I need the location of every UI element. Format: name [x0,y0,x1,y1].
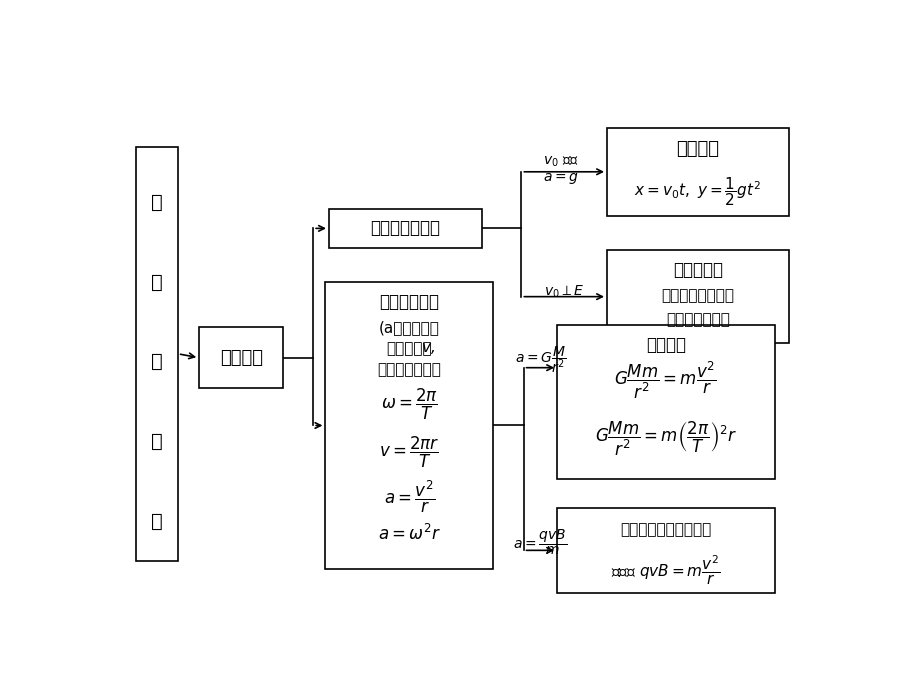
Text: $a=G\dfrac{M}{r^2}$: $a=G\dfrac{M}{r^2}$ [514,344,565,375]
Text: 类平抛运动: 类平抛运动 [672,262,722,279]
Text: 动: 动 [151,511,163,531]
Text: $v_0\perp E$: $v_0\perp E$ [543,283,584,299]
Text: $a=\dfrac{qvB}{m}$: $a=\dfrac{qvB}{m}$ [513,528,567,557]
Text: $\omega = \dfrac{2\pi}{T}$: $\omega = \dfrac{2\pi}{T}$ [380,386,437,422]
Text: 质: 质 [151,193,163,212]
Text: $G\dfrac{Mm}{r^2}=m\dfrac{v^2}{r}$: $G\dfrac{Mm}{r^2}=m\dfrac{v^2}{r}$ [614,359,716,401]
Text: $v$,: $v$, [421,341,435,356]
Text: $G\dfrac{Mm}{r^2}=m\left(\dfrac{2\pi}{T}\right)^2r$: $G\dfrac{Mm}{r^2}=m\left(\dfrac{2\pi}{T}… [595,420,736,458]
Text: $a=\dfrac{v^2}{r}$: $a=\dfrac{v^2}{r}$ [383,479,434,515]
Text: 天体运动: 天体运动 [645,336,685,354]
Text: 匀速圆周运动: 匀速圆周运动 [379,293,438,311]
Bar [136,146,177,561]
Bar [557,324,774,479]
Text: 的: 的 [151,352,163,371]
Bar [607,250,788,343]
Text: 平抛运动: 平抛运动 [675,140,719,158]
Text: 的运动 $qvB=m\dfrac{v^2}{r}$: 的运动 $qvB=m\dfrac{v^2}{r}$ [610,554,720,587]
Bar [557,508,774,593]
Text: 运: 运 [151,432,163,451]
Text: $v_0$ 水平: $v_0$ 水平 [542,155,578,170]
Bar [329,209,482,248]
Bar [199,327,283,388]
Text: 匀变速曲线运动: 匀变速曲线运动 [370,219,440,237]
Text: （带电粒子在匀强: （带电粒子在匀强 [661,288,733,303]
Text: 始终指向圆心）: 始终指向圆心） [377,362,440,377]
Text: $a=\omega^2 r$: $a=\omega^2 r$ [377,524,440,544]
Bar [325,282,493,569]
Text: 曲线运动: 曲线运动 [220,348,263,367]
Text: $x=v_0t,\ y=\dfrac{1}{2}gt^2$: $x=v_0t,\ y=\dfrac{1}{2}gt^2$ [634,175,761,208]
Text: (a大小不变，: (a大小不变， [379,319,439,335]
Text: $v=\dfrac{2\pi r}{T}$: $v=\dfrac{2\pi r}{T}$ [379,435,439,470]
Text: $a=g$: $a=g$ [542,170,578,186]
Text: 带电粒子在匀强磁场中: 带电粒子在匀强磁场中 [619,522,710,538]
Text: 电场中的运动）: 电场中的运动） [665,312,729,327]
Text: 方向垂直于: 方向垂直于 [386,341,431,356]
Text: 点: 点 [151,273,163,292]
Bar [607,128,788,215]
